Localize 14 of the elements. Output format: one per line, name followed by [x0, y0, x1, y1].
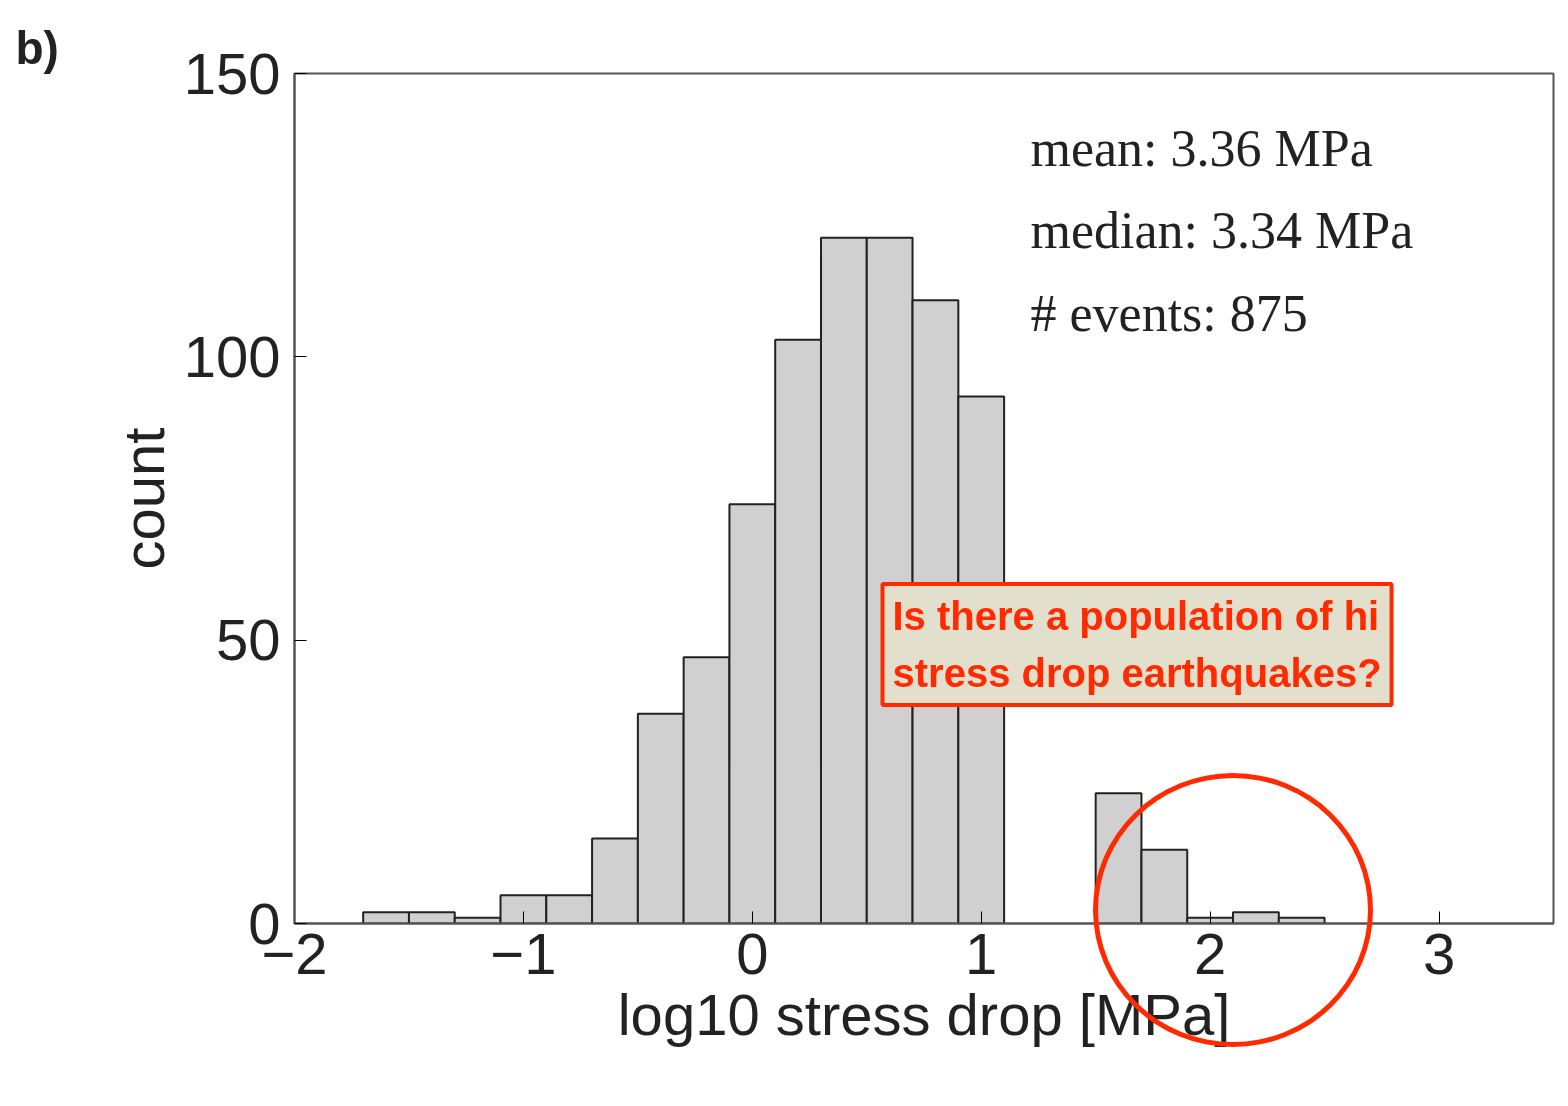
annotation: median: 3.34 MPa: [1030, 202, 1414, 259]
y-tick-label: 50: [215, 607, 281, 673]
x-tick-label: 2: [1194, 920, 1227, 986]
x-tick-label: −1: [490, 920, 557, 986]
x-tick-label: 3: [1422, 920, 1456, 986]
y-tick-label: 150: [183, 40, 281, 106]
x-tick-label: 1: [965, 920, 998, 986]
x-tick-label: 0: [736, 920, 769, 986]
annotation: mean: 3.36 MPa: [1030, 120, 1373, 177]
y-tick-label: 100: [183, 323, 281, 389]
annotation: Is there a population of hi stress drop earthquakes?: [892, 593, 1382, 696]
annotation: # events: 875: [1030, 285, 1308, 342]
y-axis-title: count: [110, 427, 176, 570]
text: b): [15, 21, 59, 74]
